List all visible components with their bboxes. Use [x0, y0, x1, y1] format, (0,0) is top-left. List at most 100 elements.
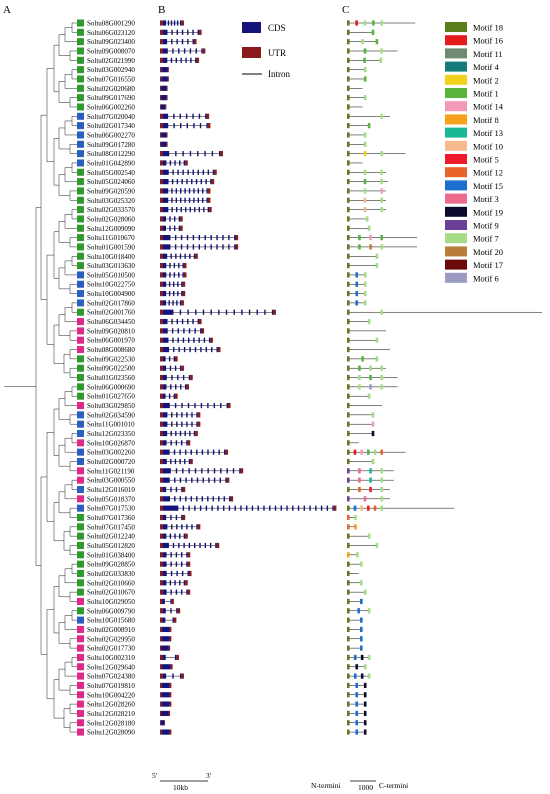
- cds-segment: [181, 486, 183, 493]
- group-marker-green: [77, 374, 84, 382]
- cds-segment: [199, 123, 202, 129]
- cds-segment: [162, 384, 167, 390]
- group-marker-green: [77, 560, 84, 568]
- motif-box: [363, 272, 367, 278]
- cds-segment: [162, 533, 167, 539]
- motif-box: [375, 337, 379, 343]
- cds-segment: [175, 57, 178, 63]
- cds-segment: [202, 477, 204, 483]
- cds-segment: [185, 207, 187, 213]
- cds-segment: [212, 449, 215, 455]
- utr-segment: [160, 496, 163, 502]
- group-marker-magenta: [77, 691, 84, 699]
- motif-legend-swatch: [445, 167, 467, 178]
- utr-segment: [160, 505, 163, 511]
- group-marker-green: [77, 224, 84, 232]
- gene-label: Soltu03G029850: [87, 402, 135, 410]
- motif-box: [347, 365, 350, 371]
- group-marker-magenta: [77, 672, 84, 680]
- cds-segment: [181, 421, 183, 427]
- cds-segment: [241, 309, 243, 315]
- motif-box: [347, 402, 350, 409]
- motif-box: [347, 225, 350, 231]
- motif-box: [355, 682, 359, 689]
- cds-segment: [162, 207, 169, 213]
- motif-box: [347, 160, 350, 166]
- motif-box: [347, 580, 350, 586]
- cds-segment: [194, 542, 196, 549]
- motif-legend-swatch: [445, 88, 467, 98]
- motif-box: [360, 673, 364, 679]
- motif-box: [380, 505, 383, 511]
- utr-segment: [160, 692, 162, 698]
- cds-segment: [171, 328, 174, 334]
- utr-segment: [160, 486, 163, 493]
- cds-segment: [171, 374, 173, 381]
- motif-box: [347, 95, 350, 101]
- cds-segment: [162, 552, 167, 558]
- cds-segment: [222, 505, 225, 511]
- cds-segment: [179, 113, 181, 119]
- cds-segment: [183, 48, 186, 54]
- utr-segment: [202, 48, 206, 54]
- motif-box: [380, 207, 383, 213]
- cds-segment: [162, 197, 169, 203]
- utr-segment: [182, 486, 186, 493]
- utr-segment: [210, 337, 213, 343]
- cds-segment: [186, 524, 188, 530]
- motif-box: [347, 272, 350, 278]
- motif-box: [347, 449, 350, 455]
- motif-box: [363, 720, 367, 726]
- cds-segment: [188, 374, 191, 381]
- gene-label: Soltu02G034590: [87, 411, 135, 419]
- gene-label: Soltu09G022500: [87, 365, 135, 373]
- gene-label: Soltu01G038400: [87, 551, 135, 559]
- utr-segment: [160, 328, 163, 334]
- motif-legend-label: Motif 13: [473, 128, 503, 138]
- utr-segment: [273, 309, 276, 315]
- group-marker-blue: [77, 411, 84, 419]
- group-marker-green: [77, 47, 84, 55]
- cds-segment: [181, 29, 184, 35]
- utr-segment: [160, 710, 162, 717]
- gene-label: Soltu01G042890: [87, 159, 135, 167]
- utr-segment: [186, 384, 189, 390]
- utr-segment: [160, 48, 163, 54]
- gene-label: Soltu11G021190: [87, 467, 135, 475]
- cds-segment: [178, 346, 180, 353]
- cds-segment: [162, 151, 170, 157]
- motif-box: [369, 365, 372, 371]
- group-marker-green: [77, 56, 84, 64]
- cds-segment: [171, 207, 173, 213]
- cds-segment: [193, 197, 195, 203]
- motif-box: [367, 449, 370, 455]
- motif-legend-label: Motif 18: [473, 23, 503, 33]
- cds-segment: [162, 393, 166, 399]
- group-marker-blue: [77, 131, 84, 139]
- cds-segment: [210, 234, 212, 241]
- cds-segment: [206, 197, 208, 203]
- cds-segment: [183, 328, 185, 334]
- cds-segment: [172, 673, 174, 679]
- gene-label: Soltu02G029950: [87, 635, 135, 643]
- gene-label: Soltu09G022530: [87, 355, 135, 363]
- utr-segment: [197, 524, 201, 530]
- gene-label: Soltu10G015680: [87, 617, 135, 625]
- gene-label: Soltu12G028180: [87, 719, 135, 727]
- motif-box: [355, 281, 359, 287]
- motif-box: [358, 244, 361, 250]
- motif-box: [363, 48, 367, 54]
- utr-segment: [193, 39, 197, 45]
- cds-segment: [171, 318, 173, 325]
- motif-box: [380, 179, 383, 185]
- group-marker-green: [77, 215, 84, 223]
- motif-box: [347, 486, 350, 493]
- utr-segment: [160, 580, 163, 586]
- utr-segment: [187, 561, 191, 567]
- motif-box: [373, 505, 377, 511]
- gene-label: Soltu02G033570: [87, 206, 135, 214]
- cds-segment: [207, 449, 209, 455]
- gene-label: Soltu06G002270: [87, 131, 135, 139]
- motif-box: [380, 234, 383, 241]
- motif-box: [367, 123, 371, 129]
